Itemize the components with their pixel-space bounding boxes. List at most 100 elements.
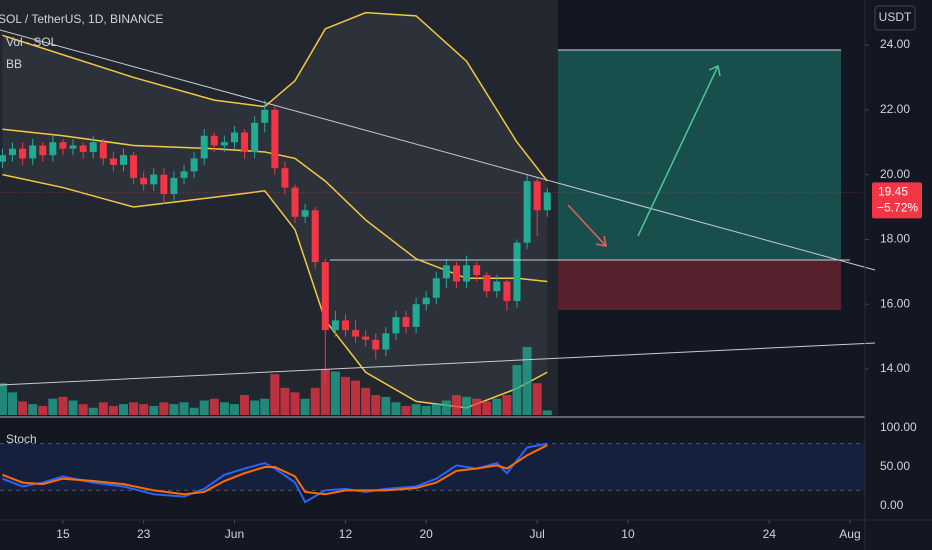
- candle-body: [412, 304, 420, 327]
- volume-bar: [38, 405, 48, 415]
- volume-bar: [411, 404, 421, 415]
- bb-legend: BB: [6, 57, 22, 71]
- volume-bar: [58, 396, 68, 415]
- candle-body: [39, 145, 47, 156]
- candle-body: [170, 177, 178, 195]
- volume-bar: [18, 401, 28, 415]
- bb-basis: [2, 128, 548, 283]
- candle-body: [422, 297, 430, 305]
- candle-body: [271, 109, 279, 169]
- marks: [0, 100, 551, 504]
- volume-bar: [48, 398, 58, 415]
- candle-body: [463, 265, 471, 282]
- volume-bar: [532, 383, 542, 415]
- stoch-tick-label: 100.00: [880, 420, 917, 434]
- candle-body: [9, 148, 17, 156]
- volume-bar: [139, 404, 149, 415]
- candle-body: [362, 336, 370, 340]
- volume-bar: [310, 387, 320, 415]
- stoch-line: [2, 442, 548, 504]
- x-tick-label: Jul: [530, 527, 545, 541]
- stoch-legend: Stoch: [6, 432, 37, 446]
- volume-bar: [189, 407, 199, 415]
- candle-body: [392, 317, 400, 334]
- candle-body: [230, 132, 238, 143]
- volume-bar: [391, 402, 401, 415]
- volume-bar: [260, 398, 270, 415]
- candle-body: [432, 278, 440, 298]
- volume-bar: [270, 374, 280, 415]
- x-tick-label: Jun: [225, 527, 244, 541]
- volume-bar: [431, 404, 441, 415]
- change-label: −5.72%: [877, 201, 918, 215]
- candle-body: [180, 171, 188, 178]
- candle-body: [382, 333, 390, 350]
- candle-body: [442, 265, 450, 279]
- candle-body: [241, 132, 249, 152]
- candle-body: [402, 317, 410, 327]
- currency-box[interactable]: [874, 5, 916, 31]
- stoch-tick-label: 0.00: [880, 498, 904, 512]
- volume-bar: [361, 387, 371, 415]
- volume-bar: [371, 395, 381, 415]
- volume-bar: [300, 398, 310, 415]
- candle-body: [119, 155, 127, 165]
- candle-body: [210, 135, 218, 146]
- green-arrow: [637, 64, 721, 237]
- candle-body: [79, 145, 87, 152]
- volume-bar: [98, 402, 108, 415]
- volume-bar: [179, 402, 189, 415]
- candle-body: [281, 168, 289, 188]
- volume-legend: Vol · SOL: [6, 35, 58, 49]
- volume-bar: [330, 371, 340, 415]
- volume-bar: [280, 387, 290, 415]
- long-stop-zone[interactable]: [558, 260, 841, 310]
- candle-body: [543, 192, 551, 211]
- volume-bar: [502, 395, 512, 415]
- candle-body: [89, 142, 97, 152]
- candle-body: [523, 181, 531, 243]
- volume-bar: [88, 407, 98, 415]
- last-price-box: [872, 182, 922, 219]
- volume-bar: [149, 405, 159, 415]
- volume-bar: [28, 404, 38, 415]
- red-arrow: [567, 204, 607, 247]
- candle-body: [513, 242, 521, 301]
- stoch-line: [2, 444, 548, 496]
- volume-bar: [401, 405, 411, 415]
- volume-bar: [320, 369, 330, 415]
- candle-body: [200, 135, 208, 159]
- x-tick-label: 12: [339, 527, 353, 541]
- candle-body: [190, 158, 198, 172]
- x-tick-label: 10: [621, 527, 635, 541]
- candle-body: [59, 142, 67, 149]
- candle-body: [341, 320, 349, 331]
- candle-body: [452, 265, 460, 282]
- x-tick-label: Aug: [839, 527, 860, 541]
- candle-body: [352, 330, 360, 337]
- x-tick-label: 20: [420, 527, 434, 541]
- candle-body: [301, 210, 309, 217]
- volume-bar: [169, 404, 179, 415]
- volume-bar: [482, 401, 492, 415]
- y-tick-label: 18.00: [880, 232, 910, 246]
- candle-body: [99, 142, 107, 159]
- ascending-trendline[interactable]: [0, 342, 876, 386]
- candle-body: [220, 142, 228, 146]
- stoch-tick-label: 50.00: [880, 459, 910, 473]
- last-price: 19.45: [878, 185, 908, 199]
- descending-trendline[interactable]: [0, 29, 876, 271]
- candle-body: [372, 339, 380, 350]
- candle-body: [483, 275, 491, 292]
- bb-upper: [2, 11, 548, 182]
- long-target-zone[interactable]: [558, 50, 841, 260]
- y-tick-label: 16.00: [880, 296, 910, 310]
- candle-body: [261, 109, 269, 123]
- volume-bar: [381, 396, 391, 415]
- volume-bar: [0, 383, 7, 415]
- x-tick-label: 23: [137, 527, 151, 541]
- volume-bar: [290, 392, 300, 415]
- volume-bar: [542, 410, 552, 415]
- candle-body: [160, 174, 168, 195]
